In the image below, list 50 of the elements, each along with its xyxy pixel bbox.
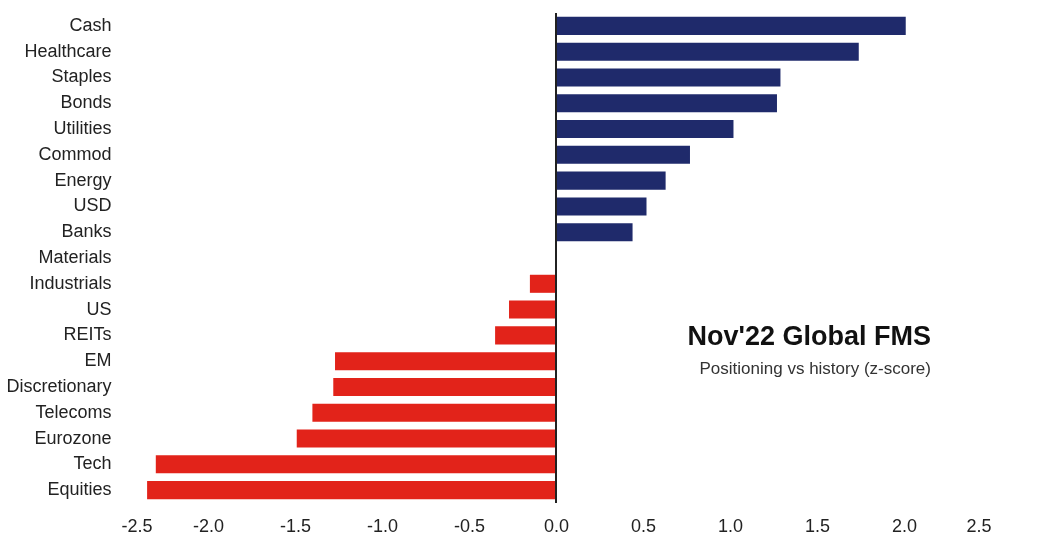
bar — [333, 377, 556, 396]
text: Nov'22 Global FMS — [687, 321, 931, 352]
bar — [556, 197, 647, 216]
y-tick-label: Cash — [69, 14, 112, 35]
bar — [556, 16, 906, 35]
y-tick-label: Healthcare — [24, 40, 112, 61]
y-tick-label: Telecoms — [35, 401, 112, 422]
y-tick-label: US — [86, 298, 112, 319]
y-tick-label: Banks — [61, 221, 112, 242]
bar — [529, 274, 556, 293]
y-tick-label: Materials — [38, 247, 112, 267]
x-tick-label: 1.5 — [804, 515, 831, 536]
x-tick-label: -0.5 — [453, 515, 486, 536]
y-tick-label: Commod — [38, 143, 112, 164]
bar — [335, 352, 556, 371]
bar — [556, 223, 633, 242]
y-tick-label: Eurozone — [34, 427, 112, 448]
x-tick-label: 2.0 — [891, 515, 918, 536]
y-tick-label: Discretionary — [6, 375, 112, 396]
bar — [556, 171, 666, 190]
y-tick-label: REITs — [63, 324, 112, 345]
y-tick-label: Equities — [47, 479, 112, 500]
x-tick-label: -2.0 — [192, 515, 225, 536]
x-tick-label: 0.0 — [543, 515, 570, 536]
x-tick-label: 0.5 — [630, 515, 657, 536]
text: Positioning vs history (z-score) — [699, 359, 931, 379]
y-tick-label: Industrials — [29, 272, 112, 293]
y-tick-label: Bonds — [60, 92, 112, 113]
x-tick-label: -1.5 — [279, 515, 312, 536]
bar — [556, 42, 859, 61]
y-tick-label: Tech — [73, 453, 112, 474]
x-tick-label: -2.5 — [121, 515, 153, 536]
y-tick-label: Staples — [51, 66, 112, 87]
bar — [509, 300, 556, 319]
bar — [556, 145, 690, 164]
bar — [556, 68, 781, 87]
bar — [495, 326, 556, 345]
bar — [556, 120, 734, 139]
bar — [312, 403, 556, 422]
y-tick-label: USD — [73, 195, 112, 216]
x-tick-label: 1.0 — [717, 515, 744, 536]
bar — [147, 481, 556, 500]
y-tick-label: Energy — [54, 169, 112, 190]
x-tick-label: -1.0 — [366, 515, 399, 536]
x-tick-label: 2.5 — [966, 515, 992, 536]
bar — [296, 429, 556, 448]
bar — [155, 455, 556, 474]
bar — [556, 94, 777, 113]
y-tick-label: Utilities — [53, 118, 112, 139]
y-tick-label: EM — [84, 350, 112, 371]
